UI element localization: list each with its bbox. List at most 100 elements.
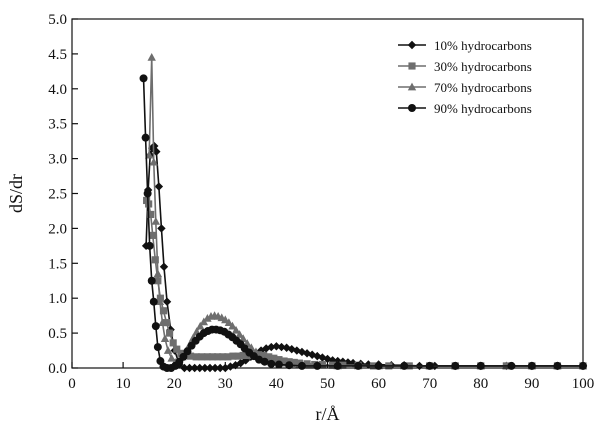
y-tick-label: 2.5 — [48, 187, 67, 203]
data-point — [149, 231, 157, 239]
data-point — [173, 345, 181, 353]
legend-label: 10% hydrocarbons — [434, 38, 532, 53]
data-point — [224, 353, 232, 361]
data-point — [235, 330, 244, 338]
data-point — [163, 346, 173, 354]
legend-item: 30% hydrocarbons — [398, 59, 532, 74]
y-tick-label: 4.5 — [48, 47, 67, 63]
axis-ticks: 0 10 20 30 40 50 60 70 80 90 100 0.0 0.5 1.0 1.5 2.0 2.5… — [48, 12, 594, 392]
data-point — [203, 314, 212, 322]
legend-label: 90% hydrocarbons — [434, 101, 532, 116]
x-tick-label: 10 — [116, 376, 131, 392]
data-point — [167, 353, 176, 362]
data-point — [267, 359, 276, 368]
data-point — [553, 361, 562, 370]
x-tick-label: 60 — [371, 376, 386, 392]
legend-marker — [408, 62, 416, 70]
data-point — [139, 74, 148, 83]
x-tick-label: 50 — [320, 376, 335, 392]
legend-item: 10% hydrocarbons — [398, 38, 532, 53]
x-tick-label: 40 — [269, 376, 284, 392]
data-point — [192, 353, 200, 361]
y-axis-title: dS/dr — [6, 174, 26, 213]
data-point — [313, 361, 322, 370]
y-tick-label: 0.5 — [48, 326, 67, 342]
data-point — [158, 318, 167, 326]
x-tick-label: 100 — [572, 376, 595, 392]
legend-marker — [407, 40, 417, 50]
data-point — [147, 52, 156, 61]
data-point — [275, 356, 283, 364]
y-tick-label: 4.0 — [48, 82, 67, 98]
data-point — [159, 307, 168, 315]
data-point — [203, 353, 211, 361]
data-point — [157, 224, 166, 233]
data-point — [153, 269, 163, 278]
x-tick-label: 90 — [524, 376, 539, 392]
series-layer — [139, 52, 588, 373]
data-point — [270, 354, 278, 362]
y-tick-label: 0.0 — [48, 361, 67, 377]
data-point — [149, 157, 158, 166]
data-point — [219, 353, 227, 361]
data-point — [267, 342, 276, 352]
x-tick-label: 30 — [218, 376, 233, 392]
y-tick-label: 2.0 — [48, 221, 67, 237]
data-point — [507, 361, 516, 370]
data-point — [333, 361, 342, 370]
data-point — [277, 342, 286, 352]
data-point — [228, 321, 237, 330]
legend-marker — [407, 82, 417, 91]
data-point — [297, 361, 306, 370]
data-point — [260, 351, 268, 360]
data-point — [303, 360, 311, 368]
data-point — [141, 133, 150, 142]
data-point — [214, 353, 222, 361]
data-point — [208, 353, 217, 361]
legend-item: 90% hydrocarbons — [398, 101, 532, 116]
data-point — [239, 351, 247, 360]
data-point — [229, 352, 237, 360]
data-point — [147, 276, 156, 285]
data-point — [186, 352, 195, 360]
y-tick-label: 1.5 — [48, 256, 67, 272]
data-point — [231, 325, 241, 334]
data-point — [290, 358, 298, 366]
data-point — [166, 329, 174, 337]
data-point — [234, 352, 242, 360]
data-point — [151, 256, 159, 264]
data-point — [151, 322, 160, 331]
data-point — [159, 262, 169, 271]
x-tick-label: 0 — [68, 376, 76, 392]
data-point — [162, 319, 171, 327]
data-point — [183, 347, 192, 356]
x-tick-label: 70 — [422, 376, 437, 392]
y-tick-label: 3.5 — [48, 117, 67, 133]
data-point — [177, 349, 185, 357]
data-point — [169, 339, 177, 347]
data-point — [354, 361, 363, 370]
legend-label: 30% hydrocarbons — [434, 59, 532, 74]
data-point — [143, 189, 152, 198]
data-point — [179, 352, 188, 361]
data-point — [160, 334, 170, 343]
data-point — [147, 210, 155, 219]
legend: 10% hydrocarbons 30% hydrocarbons 70% hydr… — [398, 38, 532, 116]
data-point — [224, 318, 234, 326]
data-point — [145, 241, 154, 250]
data-point — [155, 297, 165, 306]
data-point — [265, 353, 273, 361]
data-point — [162, 297, 172, 306]
x-tick-label: 80 — [473, 376, 488, 392]
data-point — [272, 342, 281, 351]
x-tick-label: 20 — [167, 376, 182, 392]
data-point — [154, 182, 164, 191]
legend-marker — [408, 104, 416, 112]
data-point — [238, 334, 248, 343]
data-point — [149, 297, 158, 306]
data-point — [451, 361, 460, 370]
data-point — [285, 361, 294, 370]
legend-item: 70% hydrocarbons — [398, 80, 532, 95]
x-axis-title: r/Å — [316, 404, 340, 424]
